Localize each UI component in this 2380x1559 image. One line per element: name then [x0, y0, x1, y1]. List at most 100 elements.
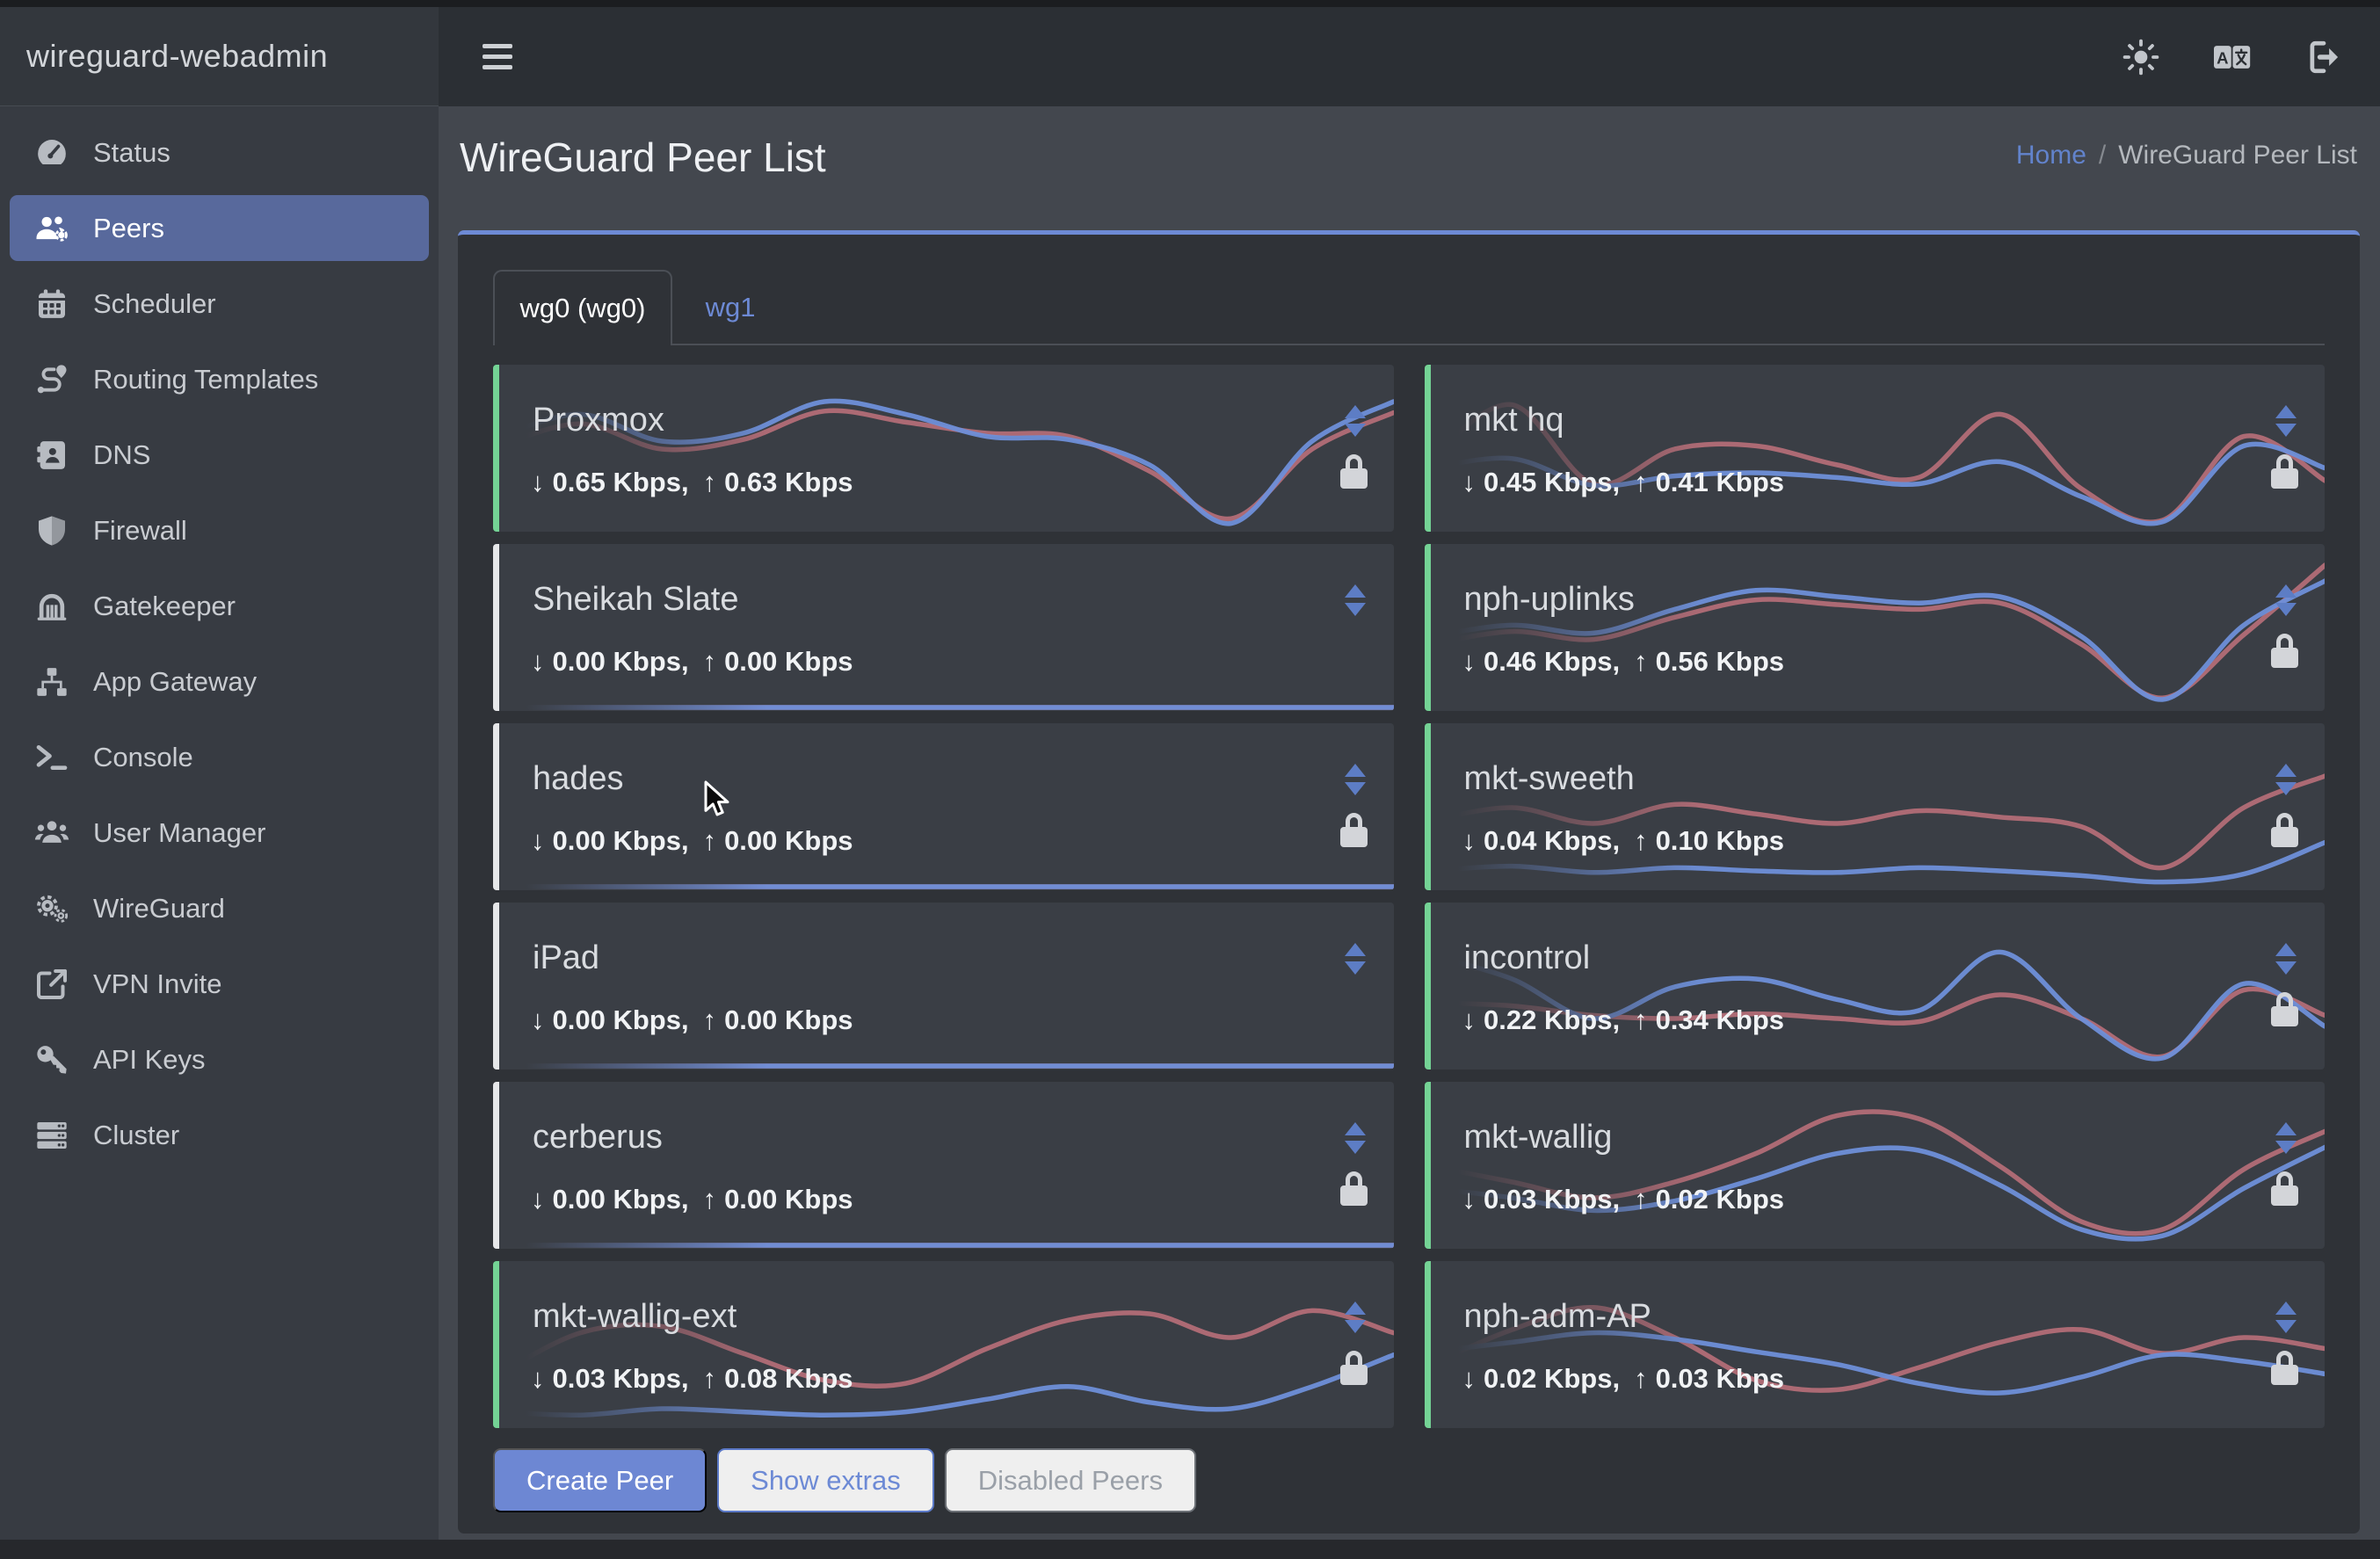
sort-handle-icon[interactable] — [2275, 1302, 2297, 1333]
download-arrow-icon: ↓ — [531, 1363, 545, 1394]
sparkline-fade — [499, 1261, 768, 1428]
upload-arrow-icon: ↑ — [702, 1184, 717, 1215]
sort-handle-icon[interactable] — [2275, 584, 2297, 616]
peer-upload: 0.41 Kbps — [1655, 467, 1785, 497]
sidebar-item-gatekeeper[interactable]: Gatekeeper — [10, 573, 429, 639]
tab-wg0[interactable]: wg0 (wg0) — [493, 270, 672, 345]
peer-card-proxmox[interactable]: Proxmox ↓ 0.65 Kbps, ↑ 0.63 Kbps — [493, 365, 1394, 532]
peer-card-mkt-sweeth[interactable]: mkt-sweeth ↓ 0.04 Kbps, ↑ 0.10 Kbps — [1424, 723, 2325, 890]
sparkline-fade — [499, 365, 768, 532]
address-book-icon — [32, 435, 72, 475]
upload-arrow-icon: ↑ — [702, 467, 717, 497]
sidebar-item-dns[interactable]: DNS — [10, 422, 429, 488]
sidebar-item-vpn-invite[interactable]: VPN Invite — [10, 951, 429, 1017]
peer-stats: ↓ 0.00 Kbps, ↑ 0.00 Kbps — [531, 646, 853, 678]
download-arrow-icon: ↓ — [531, 646, 545, 677]
peer-stats: ↓ 0.03 Kbps, ↑ 0.08 Kbps — [531, 1363, 853, 1395]
peer-card-mkt-wallig[interactable]: mkt-wallig ↓ 0.03 Kbps, ↑ 0.02 Kbps — [1424, 1082, 2325, 1249]
peer-card-incontrol[interactable]: incontrol ↓ 0.22 Kbps, ↑ 0.34 Kbps — [1424, 903, 2325, 1070]
sidebar-item-label: Peers — [93, 212, 164, 243]
tab-wg1[interactable]: wg1 — [705, 292, 756, 323]
sort-handle-icon[interactable] — [2275, 764, 2297, 795]
sidebar-item-label: VPN Invite — [93, 968, 222, 999]
lock-icon[interactable] — [1339, 1171, 1368, 1206]
peer-download: 0.02 Kbps, — [1484, 1363, 1621, 1394]
users-gear-icon — [32, 208, 72, 249]
breadcrumb-home-link[interactable]: Home — [2015, 141, 2086, 170]
peer-card-mkt-hq[interactable]: mkt hq ↓ 0.45 Kbps, ↑ 0.41 Kbps — [1424, 365, 2325, 532]
sort-handle-icon[interactable] — [1344, 764, 1366, 795]
sidebar-item-app-gateway[interactable]: App Gateway — [10, 649, 429, 714]
sort-handle-icon[interactable] — [1344, 1122, 1366, 1154]
sidebar-item-peers[interactable]: Peers — [10, 195, 429, 261]
sort-handle-icon[interactable] — [1344, 584, 1366, 616]
sidebar-item-label: Routing Templates — [93, 363, 319, 395]
peer-name: Proxmox — [533, 402, 664, 439]
peer-card-sheikah-slate[interactable]: Sheikah Slate ↓ 0.00 Kbps, ↑ 0.00 Kbps — [493, 544, 1394, 711]
peer-stats: ↓ 0.00 Kbps, ↑ 0.00 Kbps — [531, 825, 853, 857]
sparkline-fade — [499, 1082, 768, 1249]
peer-card-cerberus[interactable]: cerberus ↓ 0.00 Kbps, ↑ 0.00 Kbps — [493, 1082, 1394, 1249]
lock-icon[interactable] — [2271, 813, 2298, 847]
logout-icon[interactable] — [2303, 36, 2345, 78]
hamburger-icon[interactable] — [483, 44, 512, 69]
sidebar-item-status[interactable]: Status — [10, 120, 429, 185]
upload-arrow-icon: ↑ — [1634, 1004, 1648, 1035]
sort-handle-icon[interactable] — [2275, 405, 2297, 437]
peer-card-ipad[interactable]: iPad ↓ 0.00 Kbps, ↑ 0.00 Kbps — [493, 903, 1394, 1070]
theme-sun-icon[interactable] — [2120, 36, 2162, 78]
lock-icon[interactable] — [1339, 813, 1368, 847]
peer-upload: 0.00 Kbps — [724, 1004, 853, 1035]
sidebar-item-label: DNS — [93, 439, 151, 470]
sparkline-fade — [1430, 723, 1699, 890]
lock-icon[interactable] — [2271, 634, 2298, 668]
peer-download: 0.00 Kbps, — [552, 1184, 689, 1215]
peer-name: incontrol — [1463, 939, 1591, 976]
sort-handle-icon[interactable] — [1344, 943, 1366, 975]
sidebar-item-console[interactable]: Console — [10, 724, 429, 790]
lock-icon[interactable] — [2271, 992, 2298, 1026]
sidebar-item-routing-templates[interactable]: Routing Templates — [10, 346, 429, 412]
archway-icon — [32, 586, 72, 627]
lock-icon[interactable] — [1339, 1351, 1368, 1385]
sidebar-item-api-keys[interactable]: API Keys — [10, 1026, 429, 1092]
upload-arrow-icon: ↑ — [702, 1363, 717, 1394]
download-arrow-icon: ↓ — [531, 467, 545, 497]
download-arrow-icon: ↓ — [1462, 1004, 1477, 1035]
sort-handle-icon[interactable] — [2275, 943, 2297, 975]
peer-card-mkt-wallig-ext[interactable]: mkt-wallig-ext ↓ 0.03 Kbps, ↑ 0.08 Kbps — [493, 1261, 1394, 1428]
upload-arrow-icon: ↑ — [702, 825, 717, 856]
disabled-peers-button[interactable]: Disabled Peers — [944, 1448, 1196, 1512]
peer-download: 0.00 Kbps, — [552, 646, 689, 677]
peer-card-hades[interactable]: hades ↓ 0.00 Kbps, ↑ 0.00 Kbps — [493, 723, 1394, 890]
peer-upload: 0.10 Kbps — [1655, 825, 1785, 856]
peer-card-nph-uplinks[interactable]: nph-uplinks ↓ 0.46 Kbps, ↑ 0.56 Kbps — [1424, 544, 2325, 711]
peer-stats: ↓ 0.03 Kbps, ↑ 0.02 Kbps — [1462, 1184, 1785, 1215]
sidebar-nav: Status Peers Scheduler Routing Templates… — [0, 106, 439, 1168]
lock-icon[interactable] — [1339, 454, 1368, 489]
lock-icon[interactable] — [2271, 454, 2298, 489]
lock-icon[interactable] — [2271, 1351, 2298, 1385]
peer-stats: ↓ 0.04 Kbps, ↑ 0.10 Kbps — [1462, 825, 1785, 857]
sidebar-item-scheduler[interactable]: Scheduler — [10, 271, 429, 337]
sidebar-item-cluster[interactable]: Cluster — [10, 1102, 429, 1168]
create-peer-button[interactable]: Create Peer — [493, 1448, 707, 1512]
lock-icon[interactable] — [2271, 1171, 2298, 1206]
peer-card-nph-adm-ap[interactable]: nph-adm-AP ↓ 0.02 Kbps, ↑ 0.03 Kbps — [1424, 1261, 2325, 1428]
peer-download: 0.45 Kbps, — [1484, 467, 1621, 497]
gauge-icon — [32, 133, 72, 173]
upload-arrow-icon: ↑ — [702, 646, 717, 677]
sidebar-item-user-manager[interactable]: User Manager — [10, 800, 429, 866]
sort-handle-icon[interactable] — [2275, 1122, 2297, 1154]
peer-download: 0.00 Kbps, — [552, 825, 689, 856]
peer-stats: ↓ 0.02 Kbps, ↑ 0.03 Kbps — [1462, 1363, 1785, 1395]
sidebar-item-wireguard[interactable]: WireGuard — [10, 875, 429, 941]
sidebar-item-firewall[interactable]: Firewall — [10, 497, 429, 563]
show-extras-button[interactable]: Show extras — [717, 1448, 934, 1512]
sort-handle-icon[interactable] — [1344, 405, 1366, 437]
topbar: A — [439, 7, 2380, 106]
language-icon[interactable]: A — [2211, 36, 2253, 78]
window-top-edge — [0, 0, 2380, 7]
sort-handle-icon[interactable] — [1344, 1302, 1366, 1333]
app-title: wireguard-webadmin — [0, 7, 439, 106]
